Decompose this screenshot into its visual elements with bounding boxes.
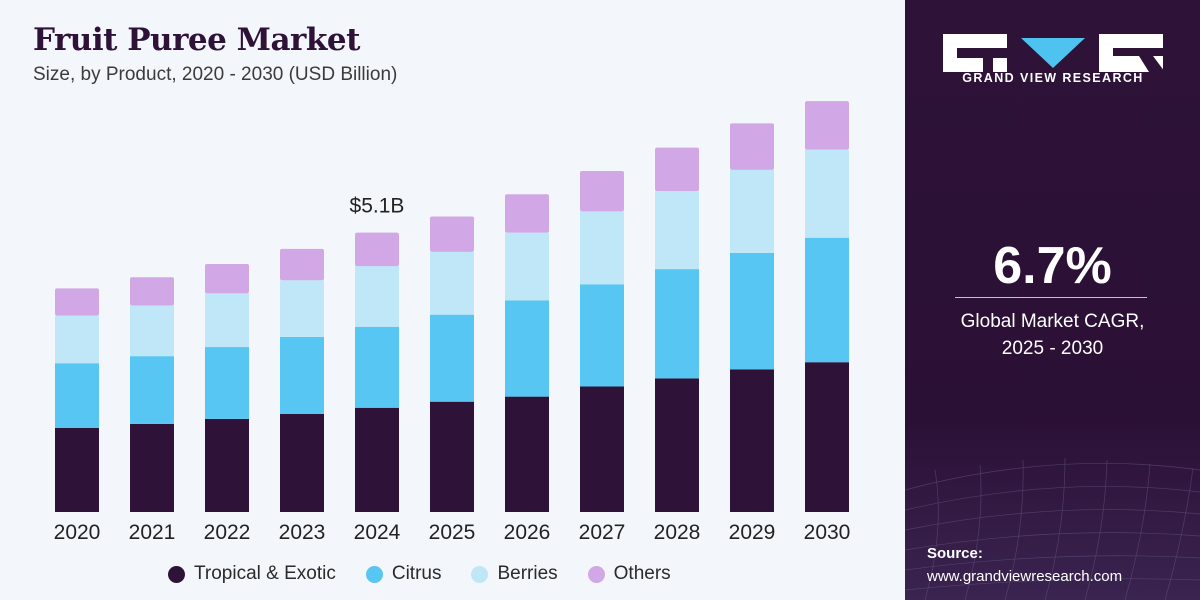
bar-segment-2028-2 [655,191,699,270]
x-tick-label: 2026 [504,521,551,544]
bar-segment-2030-0 [805,362,849,512]
bar-segment-2020-3 [55,288,99,316]
brand-name: GRAND VIEW RESEARCH [962,71,1144,85]
bar-segment-2020-0 [55,428,99,512]
stacked-bar-chart: 2020 2021 2022 2023 2024 2025 2026 2027 2028 2029… [54,101,851,544]
bar-segment-2024-0 [355,407,399,512]
chart-legend: Tropical & Exotic Citrus Berries Others [168,563,701,585]
bar-segment-2028-1 [655,269,699,379]
bar-segment-2030-3 [805,101,849,150]
chart-subtitle: Size, by Product, 2020 - 2030 (USD Billi… [33,64,398,85]
bar-segment-2029-0 [730,369,774,512]
x-tick-label: 2021 [129,521,176,544]
cagr-value: 6.7% [993,237,1112,295]
cagr-label-line1: Global Market CAGR, [960,311,1145,332]
bar-segment-2030-1 [805,237,849,363]
cagr-label-line2: 2025 - 2030 [1001,338,1104,359]
bar-segment-2027-1 [580,284,624,387]
chart-title: Fruit Puree Market [33,22,360,58]
legend-dot-icon [587,565,605,583]
bar-segment-2024-3 [355,232,399,267]
bar-segment-2026-2 [505,232,549,301]
bar-segment-2020-2 [55,315,99,364]
bar-segment-2025-1 [430,314,474,402]
x-tick-label: 2023 [279,521,326,544]
bar-segment-2029-1 [730,252,774,370]
bar-segment-2023-2 [280,280,324,337]
bar-segment-2030-2 [805,149,849,238]
legend-item-tropical: Tropical & Exotic [168,563,336,585]
bar-segment-2026-1 [505,300,549,397]
bar-segment-2026-3 [505,194,549,233]
bar-segment-2029-2 [730,169,774,253]
bar-segment-2025-3 [430,216,474,252]
legend-label: Others [613,563,671,584]
bar-segment-2022-3 [205,264,249,294]
bar-segment-2028-0 [655,378,699,512]
legend-item-others: Others [587,563,671,585]
decorative-grid [905,457,1200,600]
bar-segment-2020-1 [55,363,99,428]
source-label: Source: [927,545,983,562]
legend-item-berries: Berries [471,563,558,585]
x-tick-label: 2027 [579,521,626,544]
legend-dot-icon [168,565,185,583]
bar-segment-2028-3 [655,147,699,192]
bar-segment-2023-3 [280,248,324,281]
x-tick-label: 2022 [204,521,251,544]
source-url[interactable]: www.grandviewresearch.com [927,568,1123,585]
bar-segment-2023-1 [280,336,324,414]
bar-segment-2021-1 [130,356,174,424]
x-tick-label: 2024 [354,521,401,544]
bar-segment-2029-3 [730,123,774,170]
bar-segment-2025-0 [430,401,474,512]
x-tick-label: 2030 [804,521,851,544]
bar-segment-2024-1 [355,326,399,408]
x-tick-label: 2029 [729,521,776,544]
legend-dot-icon [471,565,489,583]
chart-panel: Fruit Puree Market Size, by Product, 202… [33,22,851,585]
bar-segment-2021-3 [130,277,174,306]
bar-segment-2022-2 [205,293,249,348]
info-sidebar: GRAND VIEW RESEARCH 6.7% Global Market C… [905,0,1200,600]
bar-segment-2022-0 [205,418,249,512]
bar-segment-2021-0 [130,423,174,512]
x-tick-label: 2025 [429,521,476,544]
gvr-logo-icon [943,34,1163,72]
x-tick-label: 2020 [54,521,101,544]
x-tick-label: 2028 [654,521,701,544]
bar-segment-2022-1 [205,347,249,419]
bar-segment-2027-3 [580,170,624,212]
legend-label: Citrus [391,563,442,584]
bar-segment-2025-2 [430,251,474,315]
cagr-label: Global Market CAGR, 2025 - 2030 [905,308,1200,362]
bar-segment-2023-0 [280,413,324,512]
cagr-divider [955,297,1147,298]
value-annotation: $5.1B [350,195,405,218]
bar-segment-2027-2 [580,211,624,285]
bar-segment-2026-0 [505,396,549,512]
legend-label: Tropical & Exotic [194,563,336,584]
legend-item-citrus: Citrus [365,563,442,585]
bar-segment-2024-2 [355,266,399,327]
bar-segment-2021-2 [130,305,174,357]
bar-segment-2027-0 [580,386,624,512]
legend-label: Berries [497,563,558,584]
legend-dot-icon [365,565,383,583]
